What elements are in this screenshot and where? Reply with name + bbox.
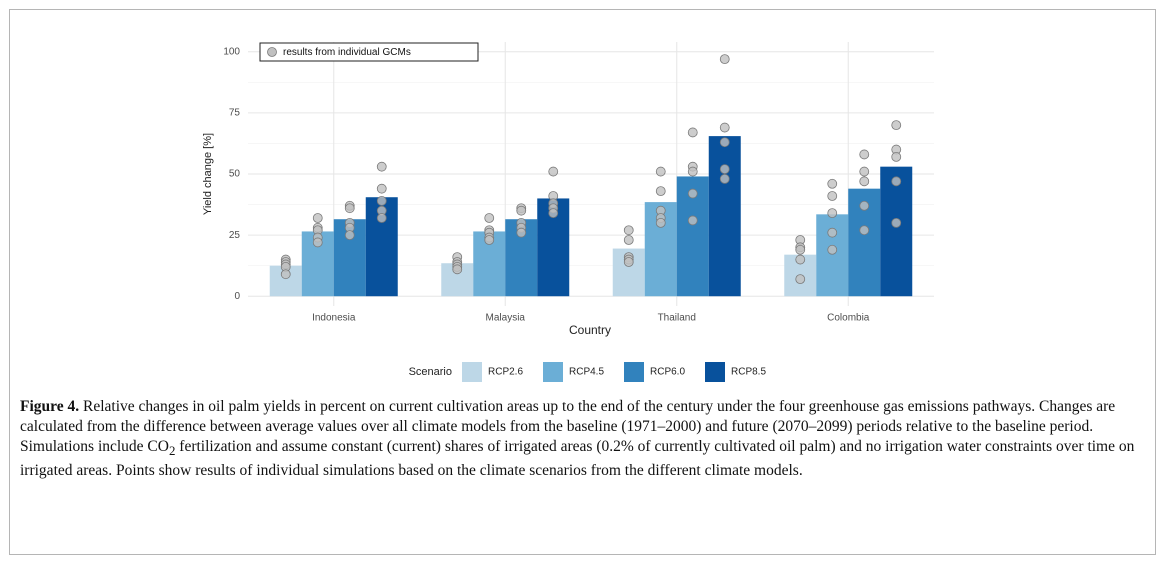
x-axis-label: Country [569,323,611,337]
legend-label: results from individual GCMs [283,47,411,58]
gcm-point [795,254,806,265]
gcm-point [891,217,902,228]
y-tick-label: 75 [229,108,241,119]
caption-text: fertilization and assume constant (curre… [20,438,1135,480]
gcm-point [827,178,838,189]
gcm-point [344,203,355,214]
bar [816,214,849,297]
gcm-point [719,173,730,184]
legend-swatch [624,362,644,382]
gcm-point [859,225,870,236]
gcm-point [719,164,730,175]
gcm-point [795,244,806,255]
gcm-point [376,183,387,194]
caption: Figure 4. Relative changes in oil palm y… [20,397,1140,481]
gcm-point [376,213,387,223]
legend-title: Scenario [409,366,452,378]
legend-label: RCP6.0 [650,367,685,378]
legend-label: RCP2.6 [488,367,523,378]
legend-marker [267,47,277,57]
y-tick-label: 50 [229,169,241,180]
x-tick-label: Indonesia [312,313,356,324]
gcm-point [687,188,698,199]
bar [880,166,913,297]
gcm-point [859,200,870,211]
gcm-point [827,208,838,219]
gcm-point [623,257,634,267]
gcm-point [687,215,698,226]
gcm-point [827,227,838,238]
gcm-point [687,166,698,177]
caption-text: Relative changes in oil palm yields in p… [20,398,1116,455]
legend-swatch [543,362,563,382]
gcm-point [655,166,666,177]
gcm-point [795,274,806,285]
gcm-point [719,54,730,65]
x-tick-label: Malaysia [486,313,526,324]
gcm-point [719,122,730,133]
y-tick-label: 0 [234,291,240,302]
gcm-point [516,227,527,238]
legend-swatch [705,362,725,382]
gcm-point [548,166,559,177]
chart: Yield change [%] Country Scenario 0 25 50 7… [202,42,934,382]
gcm-point [376,161,387,172]
gcm-point [891,120,902,131]
legend-label: RCP8.5 [731,367,766,378]
gcm-point [719,137,730,148]
gcm-point [827,191,838,201]
gcm-point [280,269,291,280]
legend-label: RCP4.5 [569,367,604,378]
caption-subscript: 2 [168,443,176,459]
legend-swatch [462,362,482,382]
bar [708,136,741,297]
gcm-point [891,151,902,162]
gcm-point [312,213,323,223]
gcm-point [859,176,870,187]
gcm-point [655,186,666,197]
gcm-point [859,149,870,160]
y-tick-label: 25 [229,230,241,241]
gcm-point [312,237,323,248]
gcm-point [484,213,495,223]
gcm-point [623,235,634,245]
gcm-point [548,208,559,219]
gcm-point [859,166,870,177]
gcm-point [687,127,698,138]
gcm-point [891,176,902,187]
y-tick-label: 100 [223,46,240,57]
gcm-point [452,264,463,275]
gcm-point [655,217,666,228]
y-axis-label: Yield change [%] [202,133,214,215]
gcm-point [376,195,387,206]
caption-label: Figure 4. [20,398,80,415]
gcm-point [344,230,355,241]
legend-box [259,42,479,62]
gcm-point [827,244,838,255]
x-tick-label: Colombia [827,313,870,324]
figure-frame [9,9,1156,555]
x-tick-label: Thailand [658,313,696,324]
gcm-point [623,225,634,236]
gcm-point [484,235,495,245]
gcm-point [516,205,527,216]
